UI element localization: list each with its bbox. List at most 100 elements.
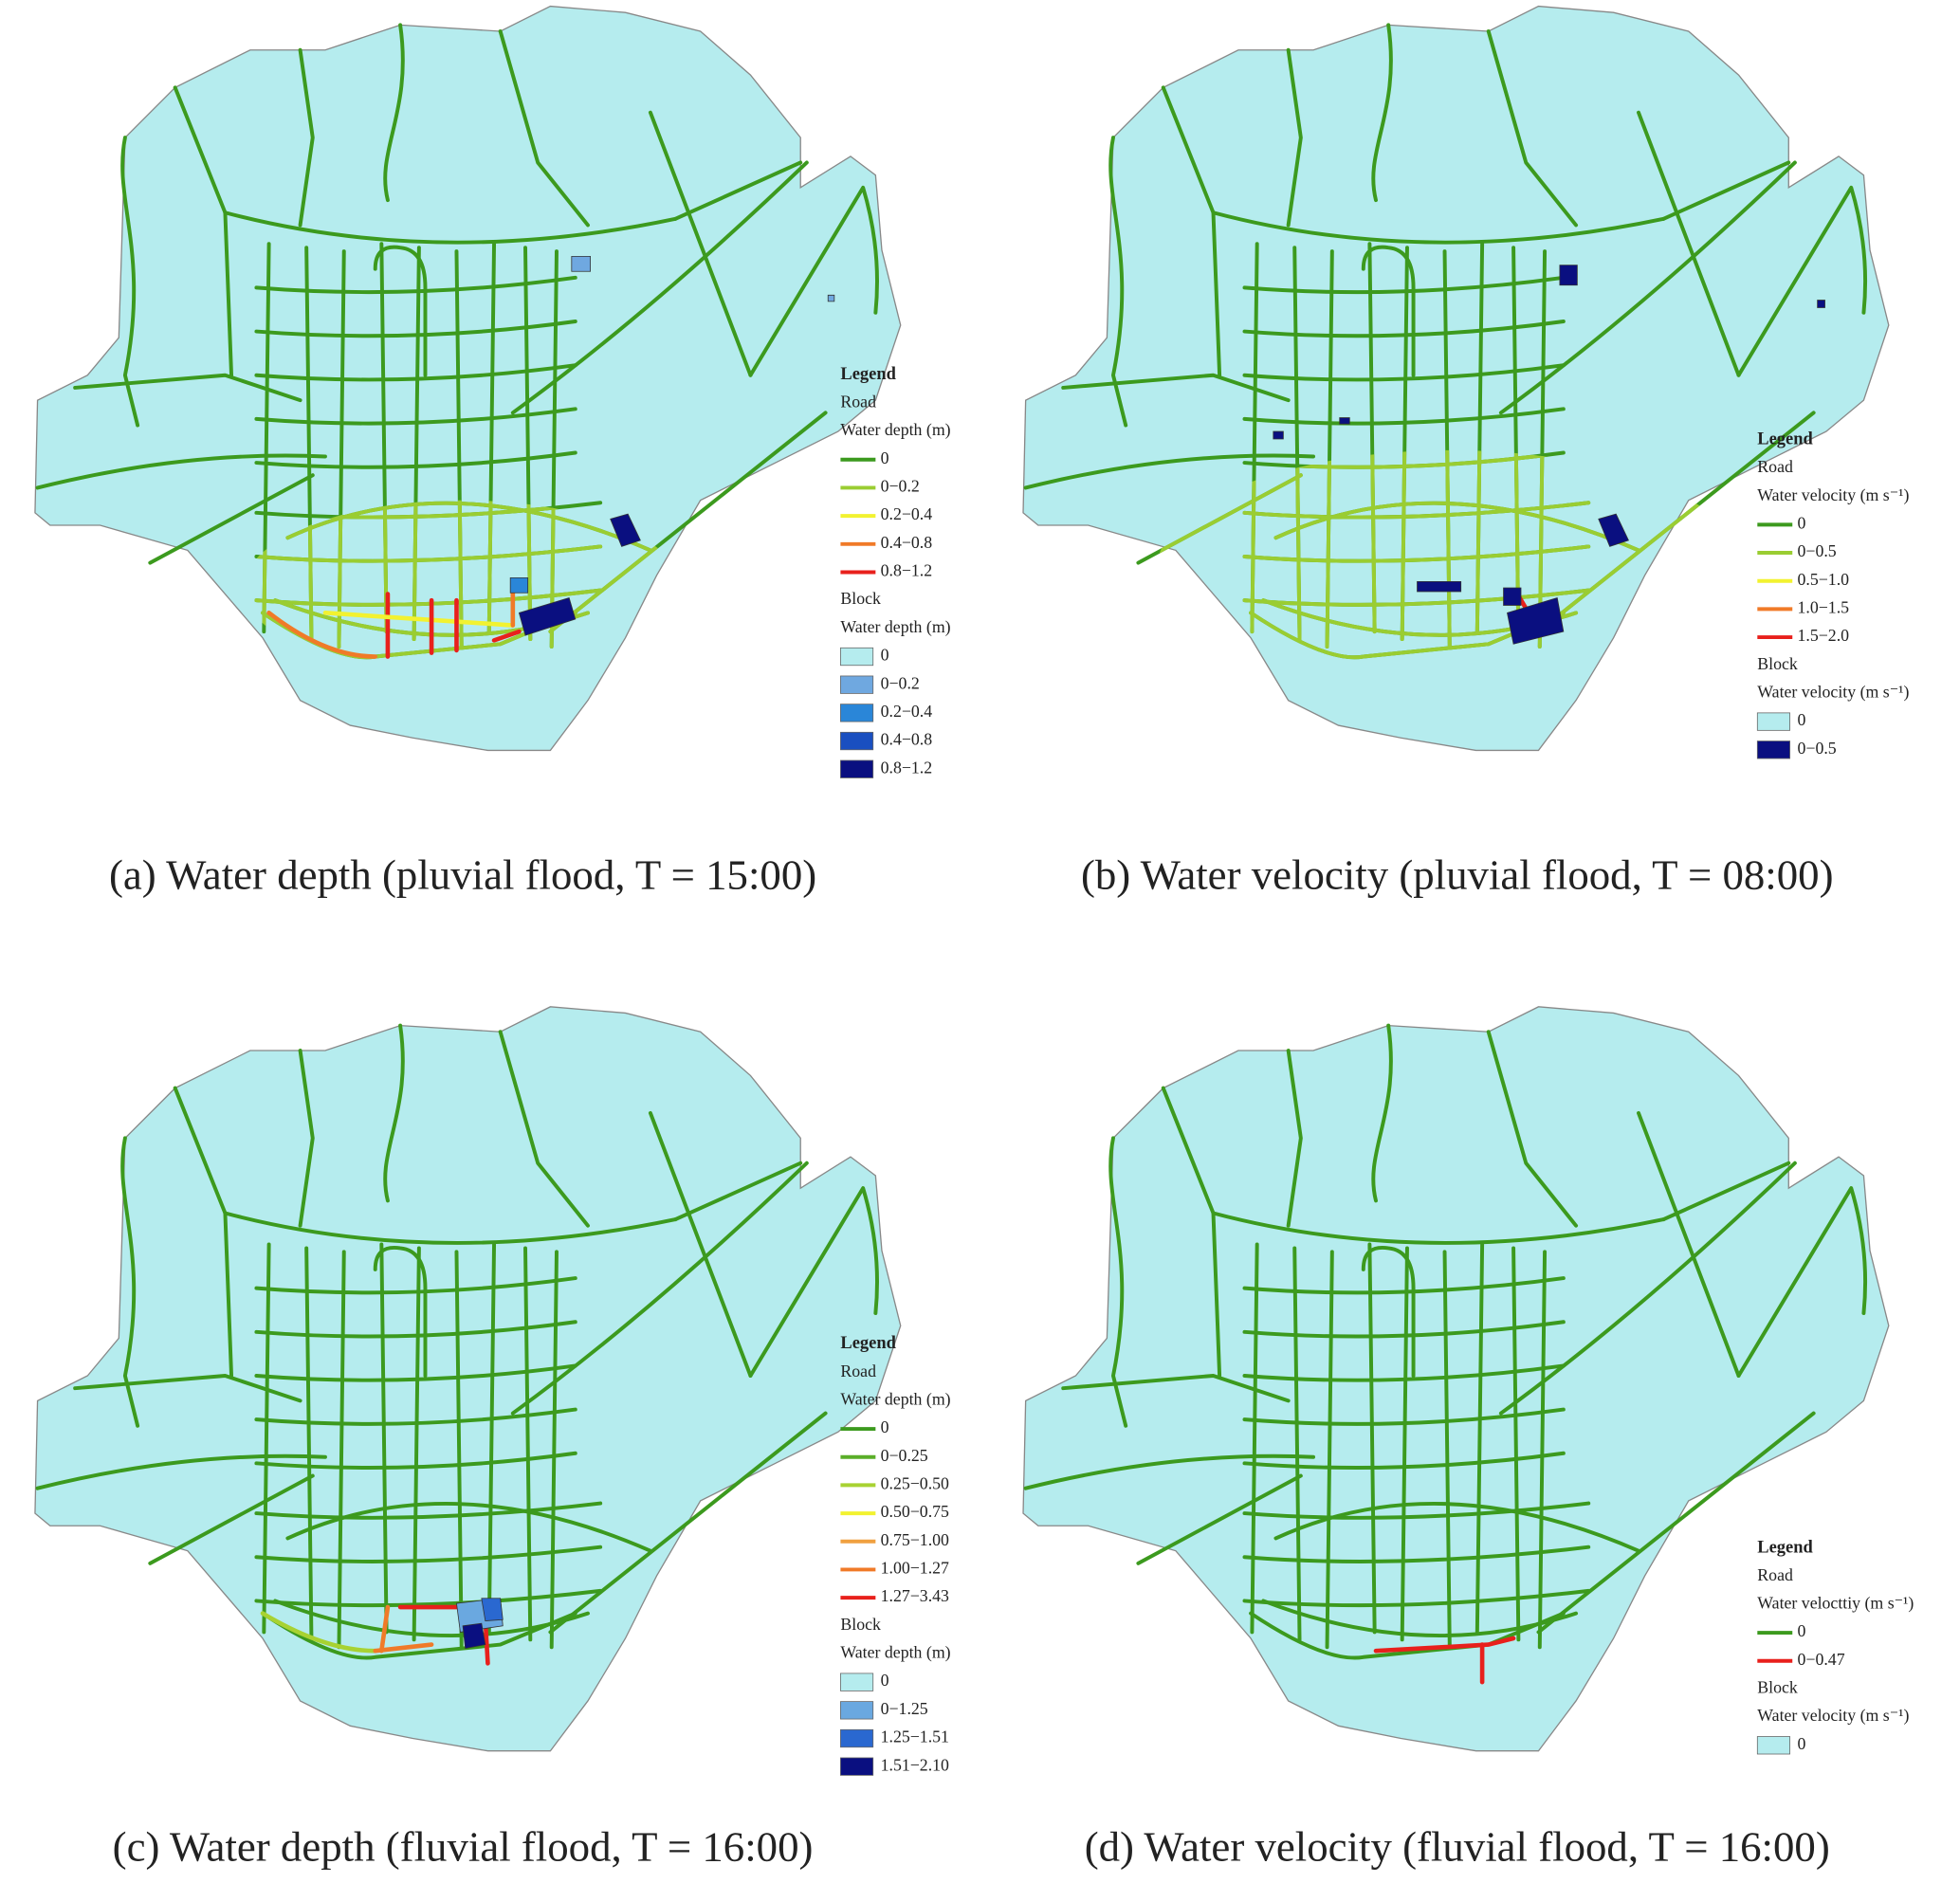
road: [548, 1411, 828, 1635]
road: [510, 160, 809, 415]
legend-text: 0: [1798, 513, 1806, 532]
road: [498, 1030, 590, 1228]
legend-block-swatch: [840, 1728, 874, 1748]
legend-block-swatch: [1756, 740, 1790, 759]
legend-text: Water velocity (m s⁻¹): [1757, 1706, 1909, 1726]
road: [148, 1473, 315, 1565]
legend-text: 1.51−2.10: [881, 1755, 949, 1774]
road: [1023, 453, 1316, 490]
flooded-block: [481, 1598, 504, 1621]
road: [1400, 1246, 1409, 1642]
legend-block-swatch: [840, 1757, 874, 1776]
legend: Legend Road Water velocttiy (m s⁻¹) 0 0−0.47…: [1756, 1537, 1914, 1755]
road: [1292, 1246, 1302, 1642]
legend-text: Block: [840, 589, 881, 608]
road: [1161, 85, 1216, 215]
road: [223, 210, 234, 377]
legend-text: Block: [1757, 1677, 1798, 1696]
road: [1511, 1246, 1521, 1642]
flooded-road: [379, 1604, 391, 1654]
legend-text: 0.50−0.75: [881, 1502, 949, 1521]
road: [1242, 1276, 1566, 1295]
flooded-block: [1273, 430, 1284, 440]
map-panel: [34, 1006, 902, 1752]
road: [379, 500, 389, 634]
road: [523, 500, 533, 642]
road: [1536, 449, 1746, 634]
legend-text: Road: [840, 1362, 876, 1380]
road: [35, 453, 327, 490]
flooded-block: [1339, 417, 1350, 425]
legend-text: Water depth (m): [840, 420, 950, 440]
flooded-road: [260, 1611, 378, 1654]
road: [1511, 449, 1521, 642]
road: [1250, 449, 1259, 634]
road: [73, 1374, 302, 1403]
road: [1242, 588, 1591, 607]
flooded-road: [322, 611, 516, 628]
legend-text: Block: [1757, 654, 1798, 673]
flooded-block: [1598, 513, 1629, 547]
road: [254, 1588, 603, 1608]
road: [1211, 1211, 1666, 1245]
road: [254, 363, 577, 382]
flooded-block: [1503, 587, 1522, 606]
legend-text: 0: [881, 1417, 889, 1436]
road: [1061, 1374, 1291, 1403]
road: [1475, 1242, 1485, 1635]
road: [1361, 1245, 1416, 1378]
road: [1249, 1611, 1566, 1660]
legend-text: 1.5−2.0: [1798, 626, 1850, 645]
road: [373, 245, 428, 377]
flooded-road: [373, 1642, 434, 1654]
legend-block-swatch: [840, 731, 874, 751]
legend-text: 1.00−1.27: [881, 1559, 949, 1578]
legend-text: Water depth (m): [840, 1643, 950, 1663]
legend-text: 0.2−0.4: [881, 702, 933, 721]
road: [648, 110, 753, 377]
road: [1242, 275, 1566, 295]
road: [298, 1049, 315, 1228]
road: [549, 500, 559, 649]
road: [1637, 1111, 1741, 1378]
legend-text: Water depth (m): [840, 1389, 950, 1409]
road: [173, 1086, 228, 1216]
road: [223, 1211, 234, 1378]
road: [1486, 28, 1579, 228]
road: [486, 1242, 497, 1635]
road: [254, 1451, 577, 1471]
road: [1486, 1030, 1579, 1228]
road-network: [35, 1023, 879, 1660]
road: [1325, 449, 1334, 649]
road: [1371, 1023, 1393, 1203]
legend-text: 0−0.2: [881, 673, 920, 692]
flooded-block: [610, 513, 641, 547]
panel-caption: (c) Water depth (fluvial flood, T = 16:0…: [113, 1823, 814, 1871]
legend-text: Road: [1757, 457, 1793, 476]
legend-text: 0−0.47: [1798, 1650, 1845, 1669]
legend-block-swatch: [840, 759, 874, 778]
legend-text: Road: [840, 392, 876, 411]
road: [254, 1545, 603, 1563]
road-network: [1157, 449, 1746, 660]
road: [1537, 1250, 1548, 1650]
road: [1400, 449, 1409, 642]
road: [1498, 160, 1797, 415]
road: [173, 85, 228, 215]
road-network: [1023, 1023, 1868, 1660]
legend-text: 0−0.25: [881, 1446, 928, 1465]
road: [120, 136, 140, 428]
legend-block-swatch: [840, 704, 874, 722]
road: [262, 1242, 271, 1635]
legend-block-swatch: [1756, 1736, 1790, 1755]
road: [1292, 449, 1302, 642]
road: [1286, 1049, 1303, 1228]
road: [1498, 1161, 1797, 1416]
legend-text: Legend: [1757, 430, 1813, 448]
road: [254, 275, 577, 295]
flooded-road: [266, 611, 378, 659]
legend-text: Water velocttiy (m s⁻¹): [1757, 1593, 1914, 1613]
legend-text: 0: [881, 646, 889, 665]
flooded-block: [571, 256, 592, 272]
legend-text: 1.0−1.5: [1798, 597, 1850, 616]
